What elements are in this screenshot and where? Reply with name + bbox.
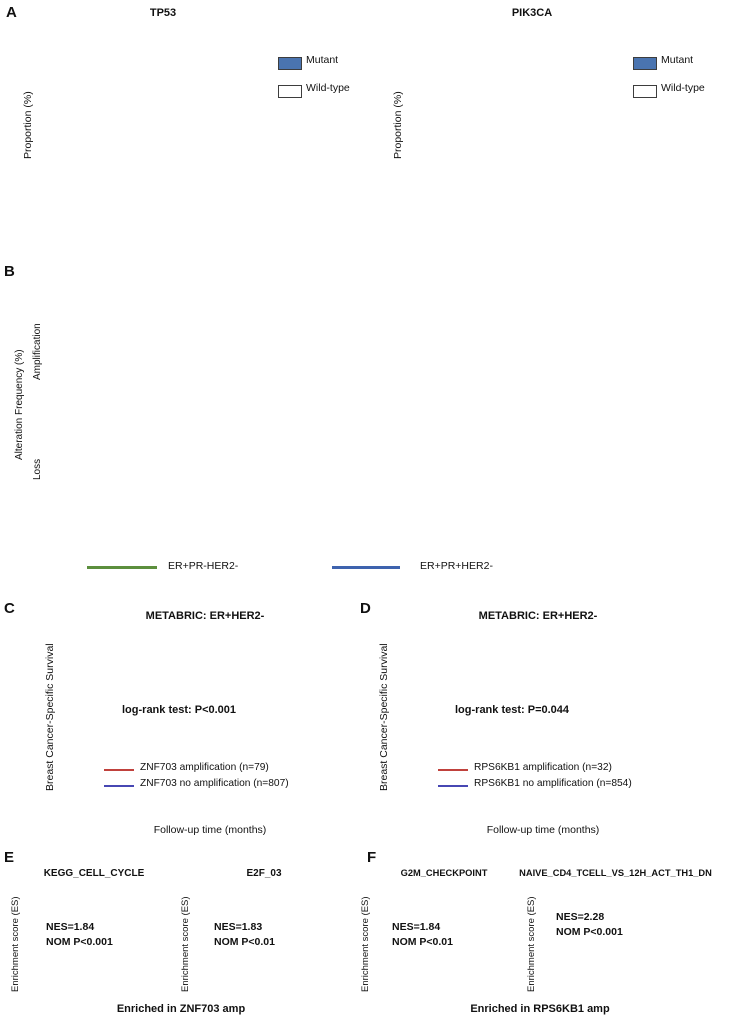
cnv-legend-green-line	[87, 566, 157, 569]
panel-b-letter: B	[4, 263, 15, 280]
km-znf703-legend-blue-line	[104, 785, 134, 787]
pik3ca-legend-wildtype-swatch	[633, 85, 657, 98]
panel-d-letter: D	[360, 600, 371, 617]
tp53-legend-wildtype-swatch	[278, 85, 302, 98]
gsea-title-kegg-cell-cycle: KEGG_CELL_CYCLE	[43, 868, 145, 879]
cnv-y-axis-label: Alteration Frequency (%)	[14, 349, 25, 461]
gsea-nes-4: NES=2.28	[556, 911, 605, 923]
gsea-es-label-1: Enrichment score (ES)	[10, 896, 21, 992]
pik3ca-chart-title: PIK3CA	[511, 7, 553, 19]
gsea-stats-3: NES=1.84 NOM P<0.01	[392, 920, 453, 950]
km-znf703-y-axis-label: Breast Cancer-Specific Survival	[44, 643, 56, 792]
km-rps6kb1-x-axis-label: Follow-up time (months)	[486, 824, 600, 836]
gsea-nom-1: NOM P<0.001	[46, 936, 113, 948]
cnv-loss-label: Loss	[32, 458, 43, 480]
pik3ca-legend-mutant-label: Mutant	[661, 54, 694, 66]
panel-f-letter: F	[367, 849, 377, 866]
tp53-legend-mutant-swatch	[278, 57, 302, 70]
panel-b-cnv-plot-svg	[0, 260, 741, 596]
gsea-nom-4: NOM P<0.001	[556, 926, 623, 938]
panel-c-letter: C	[4, 600, 15, 617]
km-znf703-legend-blue-label: ZNF703 no amplification (n=807)	[140, 778, 289, 789]
gsea-stats-2: NES=1.83 NOM P<0.01	[214, 920, 275, 950]
gsea-caption-rps6kb1: Enriched in RPS6KB1 amp	[470, 1003, 610, 1015]
km-znf703-title: METABRIC: ER+HER2-	[145, 610, 265, 622]
tp53-y-axis-label: Proportion (%)	[22, 91, 34, 159]
km-rps6kb1-logrank-annotation: log-rank test: P=0.044	[455, 704, 570, 716]
pik3ca-legend-mutant-swatch	[633, 57, 657, 70]
gsea-nom-2: NOM P<0.01	[214, 936, 275, 948]
km-rps6kb1-legend-blue-label: RPS6KB1 no amplification (n=854)	[474, 778, 632, 789]
km-znf703-logrank-annotation: log-rank test: P<0.001	[122, 704, 237, 716]
gsea-stats-4: NES=2.28 NOM P<0.001	[556, 910, 623, 940]
km-rps6kb1-title: METABRIC: ER+HER2-	[478, 610, 598, 622]
gsea-title-naive-cd4: NAIVE_CD4_TCELL_VS_12H_ACT_TH1_DN	[519, 868, 712, 878]
pik3ca-legend-wildtype-label: Wild-type	[661, 82, 705, 94]
km-rps6kb1-legend-red-label: RPS6KB1 amplification (n=32)	[474, 762, 612, 773]
tp53-legend-wildtype-label: Wild-type	[306, 82, 350, 94]
tp53-legend-mutant-label: Mutant	[306, 54, 339, 66]
gsea-caption-znf703: Enriched in ZNF703 amp	[116, 1003, 246, 1015]
panel-a-bar-charts-svg	[0, 0, 741, 258]
km-znf703-x-axis-label: Follow-up time (months)	[153, 824, 267, 836]
km-rps6kb1-legend-blue-line	[438, 785, 468, 787]
gsea-stats-1: NES=1.84 NOM P<0.001	[46, 920, 113, 950]
gsea-es-label-3: Enrichment score (ES)	[360, 896, 371, 992]
gsea-nes-3: NES=1.84	[392, 921, 441, 933]
panel-a-letter: A	[6, 4, 17, 21]
cnv-legend-green-label: ER+PR-HER2-	[168, 560, 239, 572]
tp53-chart-title: TP53	[149, 7, 177, 19]
km-rps6kb1-legend-red-line	[438, 769, 468, 771]
gsea-es-label-2: Enrichment score (ES)	[180, 896, 191, 992]
km-znf703-legend-red-line	[104, 769, 134, 771]
gsea-title-g2m-checkpoint: G2M_CHECKPOINT	[400, 868, 488, 878]
panel-cd-survival-svg	[0, 596, 741, 848]
cnv-amplification-label: Amplification	[32, 323, 43, 381]
gsea-es-label-4: Enrichment score (ES)	[526, 896, 537, 992]
gsea-nom-3: NOM P<0.01	[392, 936, 453, 948]
gsea-nes-1: NES=1.84	[46, 921, 95, 933]
gsea-nes-2: NES=1.83	[214, 921, 263, 933]
km-rps6kb1-y-axis-label: Breast Cancer-Specific Survival	[378, 643, 390, 792]
cnv-legend-blue-line	[332, 566, 400, 569]
gsea-title-e2f-03: E2F_03	[246, 868, 282, 879]
panel-e-letter: E	[4, 849, 15, 866]
km-znf703-legend-red-label: ZNF703 amplification (n=79)	[140, 762, 269, 773]
pik3ca-y-axis-label: Proportion (%)	[392, 91, 404, 159]
cnv-legend-blue-label: ER+PR+HER2-	[420, 560, 493, 572]
